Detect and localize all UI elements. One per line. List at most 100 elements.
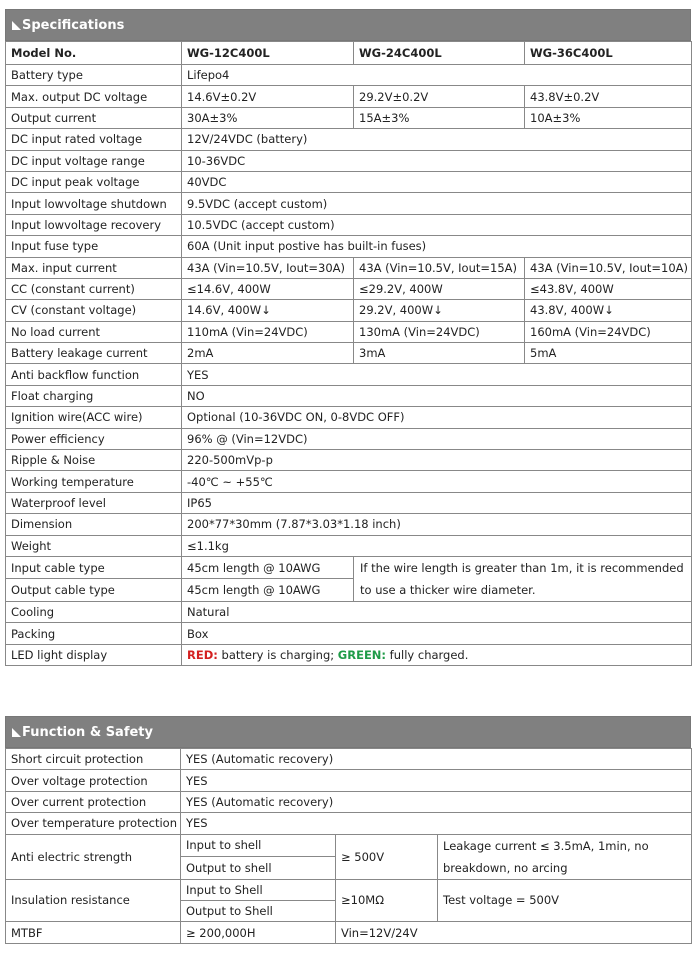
spec-value: 43.8V, 400W↓ bbox=[524, 299, 692, 322]
spec-label: Output current bbox=[5, 106, 182, 130]
spec-row: DC input voltage range 10-36VDC bbox=[5, 149, 692, 172]
spec-value: 160mA (Vin=24VDC) bbox=[524, 320, 692, 344]
safety-sub: Input to Shell bbox=[180, 878, 336, 901]
safety-row: MTBF ≥ 200,000H Vin=12V/24V bbox=[5, 921, 693, 944]
spec-label: Anti backflow function bbox=[5, 363, 182, 386]
safety-value: ≥ 200,000H bbox=[180, 921, 336, 944]
spec-value: 10-36VDC bbox=[181, 149, 692, 172]
spec-label: Input fuse type bbox=[5, 235, 182, 258]
safety-value: YES bbox=[179, 812, 693, 835]
spec-value: 43A (Vin=10.5V, Iout=10A) bbox=[524, 256, 692, 279]
spec-value: 43A (Vin=10.5V, Iout=15A) bbox=[353, 256, 525, 279]
model-label: Model No. bbox=[5, 41, 182, 65]
spec-value: 40VDC bbox=[181, 170, 692, 194]
safety-row: Short circuit protection YES (Automatic r… bbox=[5, 747, 693, 771]
spec-label: CV (constant voltage) bbox=[5, 299, 182, 322]
spec-row: Anti backflow function YES bbox=[5, 363, 692, 386]
spec-value: Lifepo4 bbox=[181, 63, 692, 87]
triangle-icon bbox=[12, 21, 21, 30]
spec-row: Ignition wire(ACC wire) Optional (10-36VD… bbox=[5, 406, 692, 429]
spec-value: 10A±3% bbox=[524, 106, 692, 130]
function-safety-header: Function & Safety bbox=[5, 716, 691, 748]
spec-value: Optional (10-36VDC ON, 0-8VDC OFF) bbox=[181, 406, 692, 429]
safety-note: Leakage current ≤ 3.5mA, 1min, no breakd… bbox=[436, 833, 693, 880]
spec-label: Input cable type bbox=[5, 555, 182, 580]
spec-label: Dimension bbox=[5, 513, 182, 536]
led-green-label: GREEN: bbox=[337, 647, 387, 662]
spec-value: Box bbox=[181, 622, 692, 645]
specifications-table: Model No. WG-12C400L WG-24C400L WG-36C400L B… bbox=[5, 41, 692, 667]
safety-label: Over current protection bbox=[5, 790, 181, 814]
spec-label: Battery type bbox=[5, 63, 182, 87]
spec-row: Cooling Natural bbox=[5, 600, 692, 624]
safety-row: Anti electric strength Input to shell ≥ 50… bbox=[5, 833, 693, 880]
spec-value: 30A±3% bbox=[181, 106, 354, 130]
spec-label: Output cable type bbox=[5, 578, 182, 602]
spec-value: 45cm length @ 10AWG bbox=[181, 578, 354, 602]
safety-row: Insulation resistance Input to Shell ≥10MΩ… bbox=[5, 878, 693, 923]
spec-row: Ripple & Noise 220-500mVp-p bbox=[5, 449, 692, 472]
model-name: WG-24C400L bbox=[353, 41, 525, 65]
safety-label: Anti electric strength bbox=[5, 833, 181, 880]
safety-label: Short circuit protection bbox=[5, 747, 181, 771]
spec-label: Working temperature bbox=[5, 470, 182, 493]
spec-value: YES bbox=[181, 363, 692, 386]
safety-label: MTBF bbox=[5, 921, 181, 944]
spec-value: 43A (Vin=10.5V, Iout=30A) bbox=[181, 256, 354, 279]
spec-row: Output current 30A±3% 15A±3% 10A±3% bbox=[5, 106, 692, 130]
model-row: Model No. WG-12C400L WG-24C400L WG-36C400L bbox=[5, 41, 692, 65]
spec-label: Input lowvoltage recovery bbox=[5, 213, 182, 237]
model-name: WG-36C400L bbox=[524, 41, 692, 65]
safety-value: YES (Automatic recovery) bbox=[179, 790, 693, 814]
spec-row: Input fuse type 60A (Unit input postive h… bbox=[5, 235, 692, 258]
spec-label: Float charging bbox=[5, 384, 182, 408]
safety-value: YES bbox=[179, 769, 693, 792]
spec-row: Max. output DC voltage 14.6V±0.2V 29.2V±0.… bbox=[5, 85, 692, 108]
spec-row: Battery leakage current 2mA 3mA 5mA bbox=[5, 342, 692, 365]
spec-value: 10.5VDC (accept custom) bbox=[181, 213, 692, 237]
spec-value: 130mA (Vin=24VDC) bbox=[353, 320, 525, 344]
specifications-section: Specifications Model No. WG-12C400L WG-24C… bbox=[5, 9, 692, 667]
safety-condition: Vin=12V/24V bbox=[334, 921, 693, 944]
spec-value: 3mA bbox=[353, 342, 525, 365]
spec-label: Battery leakage current bbox=[5, 342, 182, 365]
safety-label: Over voltage protection bbox=[5, 769, 181, 792]
spec-row: Float charging NO bbox=[5, 384, 692, 408]
safety-sub: Output to shell bbox=[180, 856, 336, 880]
spec-value: 29.2V, 400W↓ bbox=[353, 299, 525, 322]
spec-value: 14.6V±0.2V bbox=[181, 85, 354, 108]
spec-label: Ripple & Noise bbox=[5, 449, 182, 472]
safety-sub: Output to Shell bbox=[180, 899, 336, 923]
specifications-header: Specifications bbox=[5, 9, 691, 41]
section-title: Function & Safety bbox=[22, 725, 153, 740]
led-red-text: battery is charging; bbox=[217, 647, 338, 662]
safety-row: Over current protection YES (Automatic re… bbox=[5, 790, 693, 814]
spec-label: No load current bbox=[5, 320, 182, 344]
spec-label: Weight bbox=[5, 534, 182, 557]
spec-value: 2mA bbox=[181, 342, 354, 365]
spec-value: 5mA bbox=[524, 342, 692, 365]
spec-row: Working temperature -40℃ ~ +55℃ bbox=[5, 470, 692, 493]
spec-label: DC input peak voltage bbox=[5, 170, 182, 194]
spec-value: ≤29.2V, 400W bbox=[353, 277, 525, 301]
spec-value: IP65 bbox=[181, 491, 692, 515]
safety-row: Over voltage protection YES bbox=[5, 769, 693, 792]
spec-label: Input lowvoltage shutdown bbox=[5, 192, 182, 215]
spec-label: Cooling bbox=[5, 600, 182, 624]
spec-value: 45cm length @ 10AWG bbox=[181, 555, 354, 580]
spec-row: No load current 110mA (Vin=24VDC) 130mA (V… bbox=[5, 320, 692, 344]
spec-row: Power efficiency 96% @ (Vin=12VDC) bbox=[5, 427, 692, 451]
spec-label: Packing bbox=[5, 622, 182, 645]
spec-value: NO bbox=[181, 384, 692, 408]
spec-label: LED light display bbox=[5, 643, 182, 667]
spec-row: CC (constant current) ≤14.6V, 400W ≤29.2V,… bbox=[5, 277, 692, 301]
spec-row-led: LED light display RED: battery is chargin… bbox=[5, 643, 692, 667]
spec-value: -40℃ ~ +55℃ bbox=[181, 470, 692, 493]
safety-value: YES (Automatic recovery) bbox=[179, 747, 693, 771]
spec-label: DC input voltage range bbox=[5, 149, 182, 172]
spec-value: 15A±3% bbox=[353, 106, 525, 130]
spec-row: Battery type Lifepo4 bbox=[5, 63, 692, 87]
safety-sub: Input to shell bbox=[180, 833, 336, 858]
spec-value: ≤14.6V, 400W bbox=[181, 277, 354, 301]
section-title: Specifications bbox=[22, 18, 125, 33]
